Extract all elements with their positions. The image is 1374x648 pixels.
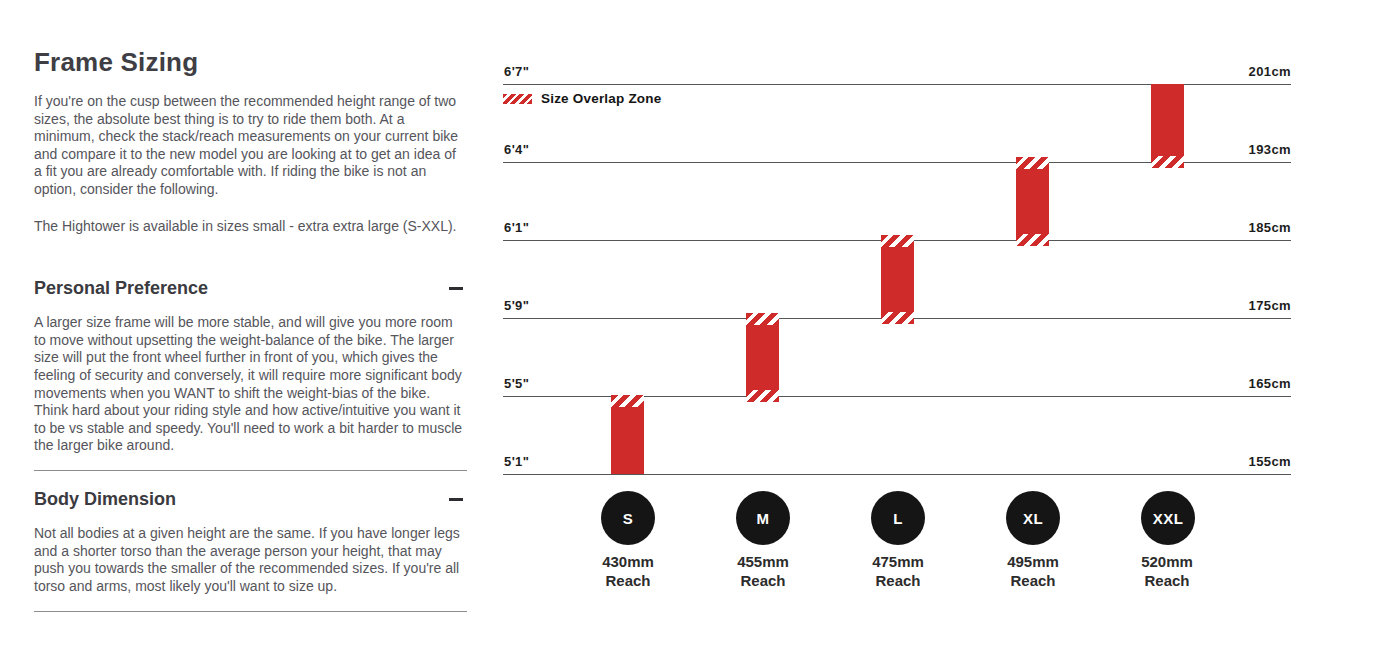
- reach-caption: Reach: [988, 571, 1078, 590]
- reach-caption: Reach: [1122, 571, 1212, 590]
- size-chart: 6'7" 201cm 6'4" 193cm 6'1" 185cm 5'9" 17…: [0, 0, 1374, 648]
- size-badge-m: M: [736, 491, 790, 545]
- height-label-cm: 175cm: [1249, 298, 1291, 313]
- size-bar-l: [881, 235, 914, 324]
- size-bar-m: [746, 313, 779, 402]
- height-label-cm: 185cm: [1249, 220, 1291, 235]
- legend: Size Overlap Zone: [503, 91, 661, 106]
- reach-label-xxl: 520mm Reach: [1122, 552, 1212, 590]
- height-label-ft: 5'1": [504, 454, 529, 469]
- size-badge-xxl: XXL: [1141, 491, 1195, 545]
- reach-value: 475mm: [853, 552, 943, 571]
- reach-label-m: 455mm Reach: [718, 552, 808, 590]
- reach-value: 495mm: [988, 552, 1078, 571]
- height-label-cm: 201cm: [1249, 64, 1291, 79]
- reach-label-xl: 495mm Reach: [988, 552, 1078, 590]
- size-badge-label: L: [893, 510, 903, 527]
- frame-sizing-page: Frame Sizing If you're on the cusp betwe…: [0, 0, 1374, 648]
- reach-label-l: 475mm Reach: [853, 552, 943, 590]
- size-badge-l: L: [871, 491, 925, 545]
- overlap-zone: [1016, 234, 1049, 246]
- reach-caption: Reach: [718, 571, 808, 590]
- height-label-ft: 5'5": [504, 376, 529, 391]
- height-label-ft: 5'9": [504, 298, 529, 313]
- size-bar-xl: [1016, 157, 1049, 246]
- reach-label-s: 430mm Reach: [583, 552, 673, 590]
- overlap-zone: [1151, 156, 1184, 168]
- overlap-zone: [611, 395, 644, 407]
- overlap-hatch-icon: [503, 94, 532, 104]
- overlap-zone: [881, 312, 914, 324]
- height-label-cm: 193cm: [1249, 142, 1291, 157]
- height-label-cm: 165cm: [1249, 376, 1291, 391]
- reach-caption: Reach: [853, 571, 943, 590]
- height-label-ft: 6'7": [504, 64, 529, 79]
- overlap-zone: [746, 390, 779, 402]
- height-label-ft: 6'1": [504, 220, 529, 235]
- size-badge-s: S: [601, 491, 655, 545]
- height-label-cm: 155cm: [1249, 454, 1291, 469]
- reach-value: 430mm: [583, 552, 673, 571]
- overlap-zone: [881, 235, 914, 247]
- reach-caption: Reach: [583, 571, 673, 590]
- height-label-ft: 6'4": [504, 142, 529, 157]
- size-badge-label: M: [757, 510, 770, 527]
- overlap-zone: [1016, 157, 1049, 169]
- reach-value: 455mm: [718, 552, 808, 571]
- size-bar-xxl: [1151, 84, 1184, 168]
- legend-label: Size Overlap Zone: [541, 91, 661, 106]
- size-badge-xl: XL: [1006, 491, 1060, 545]
- overlap-zone: [746, 313, 779, 325]
- size-badge-label: XL: [1023, 510, 1043, 527]
- grid-line: [503, 474, 1291, 475]
- size-bar-s: [611, 395, 644, 474]
- reach-value: 520mm: [1122, 552, 1212, 571]
- size-badge-label: S: [623, 510, 634, 527]
- size-badge-label: XXL: [1153, 510, 1184, 527]
